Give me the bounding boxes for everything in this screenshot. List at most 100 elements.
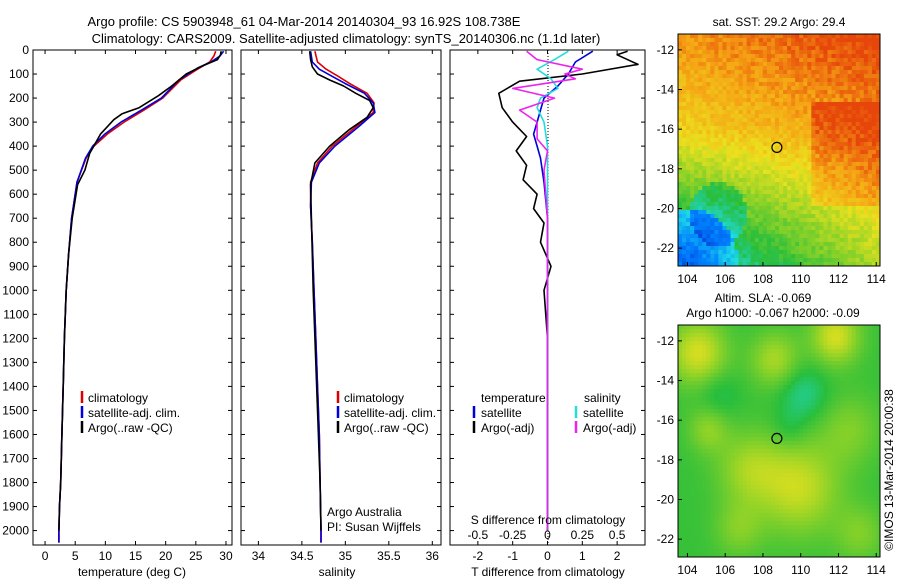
heatmap-cell [827,465,832,470]
heatmap-cell [706,345,711,350]
heatmap-cell [738,62,744,67]
heatmap-cell [774,178,780,183]
heatmap-cell [803,461,808,466]
heatmap-cell [819,381,824,386]
heatmap-cell [730,106,735,111]
heatmap-cell [754,130,760,135]
heatmap-cell [678,94,683,99]
heatmap-cell [738,262,744,267]
heatmap-cell [690,381,695,386]
heatmap-cell [811,349,816,354]
y-tick-label: 1400 [2,379,29,393]
heatmap-cell [722,389,727,394]
heatmap-cell [847,417,853,422]
heatmap-cell [758,230,764,235]
heatmap-cell [678,397,683,402]
heatmap-cell [871,397,877,402]
heatmap-cell [799,94,804,99]
heatmap-cell [803,214,808,219]
heatmap-cell [807,50,812,55]
heatmap-cell [734,158,739,163]
heatmap-cell [742,234,748,239]
heatmap-cell [859,246,865,251]
heatmap-cell [686,409,691,414]
heatmap-cell [795,385,800,390]
heatmap-cell [831,62,836,67]
heatmap-cell [831,114,836,119]
heatmap-cell [851,377,857,382]
heatmap-cell [678,114,683,119]
heatmap-cell [811,405,816,410]
heatmap-cell [811,150,816,155]
heatmap-cell [734,106,739,111]
heatmap-cell [863,397,869,402]
heatmap-cell [710,457,715,462]
heatmap-cell [770,98,776,103]
heatmap-cell [678,134,683,139]
heatmap-cell [770,445,776,450]
heatmap-cell [722,110,727,115]
heatmap-cell [730,226,735,231]
heatmap-cell [678,198,683,203]
heatmap-cell [742,238,748,243]
heatmap-cell [730,246,735,251]
heatmap-cell [766,433,772,438]
heatmap-cell [863,166,869,171]
heatmap-cell [734,214,739,219]
heatmap-cell [871,465,877,470]
heatmap-cell [678,357,683,362]
heatmap-cell [698,325,703,330]
heatmap-cell [698,82,703,87]
heatmap-cell [791,198,796,203]
heatmap-cell [706,198,711,203]
heatmap-cell [803,174,808,179]
heatmap-cell [734,254,739,259]
heatmap-cell [678,461,683,466]
heatmap-cell [762,142,768,147]
heatmap-cell [819,130,824,135]
heatmap-cell [803,393,808,398]
heatmap-cell [783,66,788,71]
heatmap-cell [710,86,715,91]
heatmap-cell [783,166,788,171]
heatmap-cell [819,142,824,147]
salinity-axes-box [240,49,442,546]
heatmap-cell [682,369,687,374]
heatmap-cell [726,349,731,354]
heatmap-cell [710,250,715,255]
heatmap-cell [855,381,861,386]
heatmap-cell [702,178,707,183]
heatmap-cell [714,126,719,131]
heatmap-cell [815,397,820,402]
heatmap-cell [811,341,816,346]
heatmap-cell [774,429,780,434]
heatmap-cell [839,98,845,103]
heatmap-cell [791,385,796,390]
sla-heatmap-cells [678,325,881,558]
heatmap-cell [871,258,877,263]
heatmap-cell [871,122,877,127]
heatmap-cell [686,210,691,215]
heatmap-cell [847,421,853,426]
heatmap-cell [718,206,723,211]
heatmap-cell [746,226,752,231]
heatmap-cell [779,381,784,386]
heatmap-cell [726,465,731,470]
heatmap-cell [746,210,752,215]
heatmap-cell [754,58,760,63]
heatmap-cell [835,258,840,263]
heatmap-cell [678,389,683,394]
heatmap-cell [738,174,744,179]
heatmap-cell [722,234,727,239]
heatmap-cell [867,234,873,239]
heatmap-cell [706,337,711,342]
heatmap-cell [730,202,735,207]
heatmap-cell [799,361,804,366]
heatmap-cell [706,186,711,191]
heatmap-cell [855,214,861,219]
heatmap-cell [730,158,735,163]
heatmap-cell [791,437,796,442]
heatmap-cell [871,82,877,87]
heatmap-cell [803,206,808,211]
heatmap-cell [843,262,849,267]
